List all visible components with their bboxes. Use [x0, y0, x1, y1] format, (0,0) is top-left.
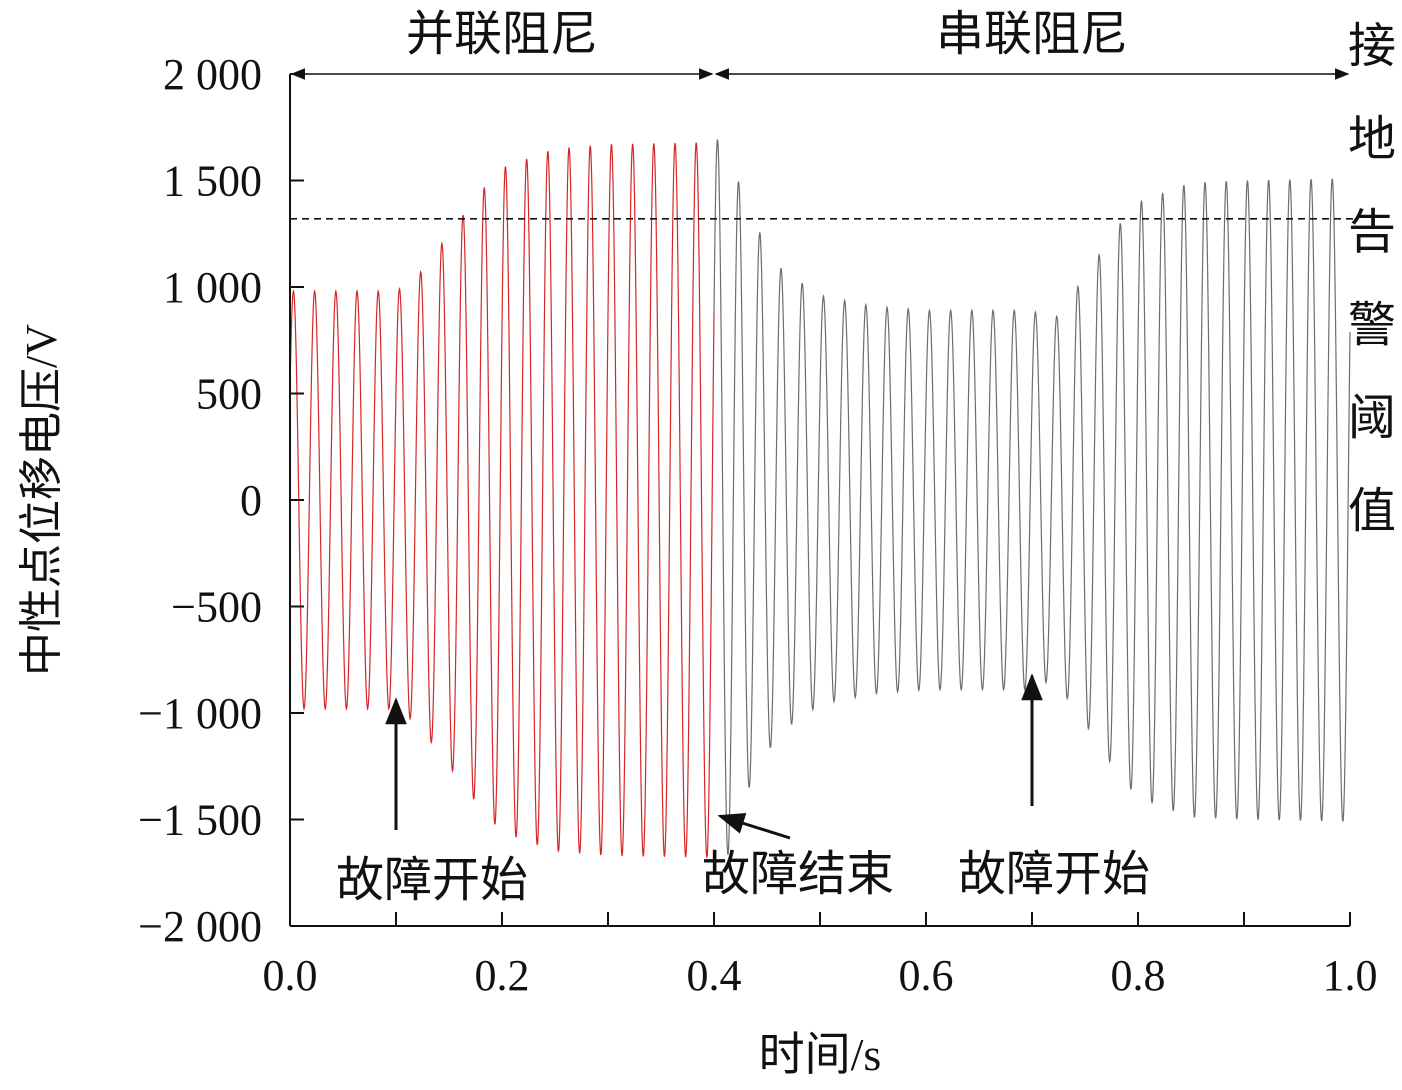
y-tick-label: 1 500: [163, 157, 262, 206]
threshold-label-char: 接: [1348, 20, 1396, 73]
region-label-2: 串联阻尼: [936, 8, 1128, 61]
threshold-label-char: 警: [1348, 299, 1396, 352]
threshold-label-char: 告: [1348, 206, 1396, 259]
x-tick-label: 0.4: [687, 951, 742, 1000]
y-tick-label: −1 000: [138, 689, 262, 738]
series-line-1: [289, 142, 715, 858]
y-tick-label: −2 000: [138, 902, 262, 951]
y-tick-label: 1 000: [163, 263, 262, 312]
series-line-2: [713, 139, 1351, 855]
axes-layer: −2 000 −1 500 −1 000 −500 0 500 1 000 1 500 2 00…: [138, 50, 1377, 1000]
annotation-arrow: [717, 812, 791, 840]
y-axis-title: 中性点位移电压/V: [17, 324, 66, 676]
region-label-1: 并联阻尼: [406, 8, 598, 61]
threshold-label-char: 值: [1348, 485, 1396, 538]
threshold-label-char: 阈: [1348, 392, 1396, 445]
series-layer: [289, 139, 1351, 858]
annotation-label: 故障结束: [702, 848, 894, 901]
threshold-label-char: 地: [1348, 113, 1396, 166]
y-tick-label: −500: [171, 583, 262, 632]
x-axis-title: 时间/s: [759, 1029, 882, 1080]
x-tick-label: 0.6: [899, 951, 954, 1000]
x-tick-label: 0.2: [475, 951, 530, 1000]
annotation-label: 故障开始: [336, 854, 528, 907]
x-tick-label: 0.8: [1111, 951, 1166, 1000]
y-tick-label: 0: [240, 476, 262, 525]
annotation-label: 故障开始: [958, 848, 1150, 901]
x-tick-label: 1.0: [1323, 951, 1378, 1000]
y-tick-label: −1 500: [138, 796, 262, 845]
x-tick-label: 0.0: [263, 951, 318, 1000]
y-tick-label: 500: [196, 370, 262, 419]
y-tick-label: 2 000: [163, 50, 262, 99]
